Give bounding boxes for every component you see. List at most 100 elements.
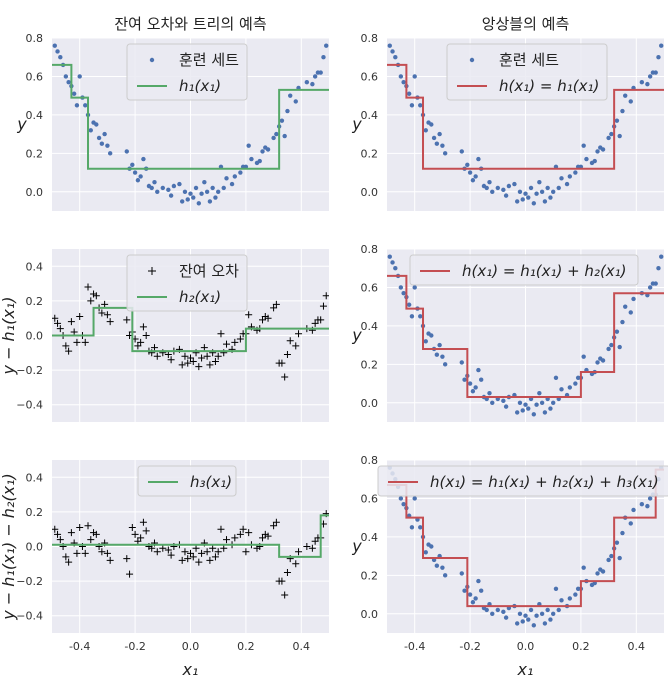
residual-point (76, 523, 84, 531)
y-tick-label: 0.8 (361, 454, 379, 467)
residual-point (181, 548, 189, 556)
data-point (514, 621, 520, 626)
data-point (542, 621, 548, 626)
data-point (639, 80, 645, 85)
y-axis-label: y − h₁(x₁) (0, 297, 18, 376)
residual-point (84, 522, 92, 530)
data-point (539, 611, 545, 616)
y-tick-label: 0.4 (26, 471, 44, 484)
y-tick-label: 0.2 (361, 569, 379, 582)
legend-plus-swatch (148, 267, 156, 275)
data-point (647, 74, 653, 79)
data-point (398, 74, 404, 79)
data-point (279, 118, 285, 123)
data-point (193, 185, 199, 191)
residual-point (178, 361, 186, 369)
x-tick-label: -0.2 (124, 640, 145, 653)
residual-point (272, 518, 280, 526)
residual-point (184, 359, 192, 367)
residual-point (70, 328, 78, 336)
data-point (102, 131, 107, 137)
residual-point (65, 558, 73, 566)
legend-label: 잔여 오차 (179, 262, 239, 280)
plot-marks (387, 43, 664, 206)
data-point (274, 131, 279, 137)
legend: 훈련 세트 h(x₁) = h₁(x₁) (446, 43, 608, 101)
data-point (517, 400, 523, 405)
chart-panel-2: 0.0 0.2 0.4 0.6 0.8 앙상블의 예측 y 훈련 세트 h(x₁) = h₁(x… (351, 15, 664, 211)
data-point (559, 176, 564, 181)
data-point (609, 342, 614, 348)
data-point (539, 189, 545, 194)
data-point (434, 563, 440, 568)
x-tick-label: -0.4 (404, 640, 425, 653)
residual-point (181, 352, 189, 360)
data-point (581, 565, 586, 570)
data-point (257, 158, 262, 164)
data-point (182, 189, 188, 194)
residual-point (239, 525, 247, 533)
residual-point (87, 536, 95, 544)
data-point (238, 170, 243, 175)
residual-point (192, 544, 200, 552)
y-tick-label: 0.4 (361, 531, 379, 544)
residual-point (139, 518, 147, 526)
data-point (606, 346, 611, 352)
residual-point (203, 548, 211, 556)
residual-point (128, 523, 136, 531)
data-point (517, 611, 523, 616)
legend-dot-swatch (149, 57, 155, 63)
data-point (628, 310, 633, 315)
data-point (398, 285, 404, 290)
data-point (246, 143, 251, 148)
x-tick-label: 0.0 (182, 640, 200, 653)
legend-label: 훈련 세트 (499, 51, 559, 69)
residual-point (214, 548, 222, 556)
residual-point (236, 335, 244, 343)
data-point (520, 197, 525, 202)
residual-point (123, 555, 131, 563)
data-point (606, 135, 611, 141)
y-tick-label: −0.2 (16, 575, 43, 588)
data-point (77, 74, 82, 79)
data-point (514, 410, 520, 415)
data-point (559, 598, 564, 603)
data-point (534, 402, 539, 407)
data-point (462, 588, 467, 593)
data-point (476, 156, 481, 162)
residual-point (264, 532, 272, 540)
data-point (487, 179, 492, 185)
legend: 훈련 세트 h₁(x₁) (126, 43, 248, 101)
chart-panel-3: −0.4 −0.2 0.0 0.2 0.4 y − h₁(x₁) 잔여 오차 h₂(x₁) (0, 249, 329, 422)
x-tick-label: 0.4 (293, 640, 311, 653)
plot-marks (52, 510, 329, 599)
residual-point (92, 530, 100, 538)
y-tick-label: 0.8 (361, 32, 379, 45)
residual-point (245, 311, 253, 319)
y-tick-label: −0.2 (16, 364, 43, 377)
data-point (600, 569, 606, 574)
residual-point (52, 525, 59, 533)
data-point (105, 143, 110, 148)
data-point (99, 141, 105, 146)
residual-point (142, 527, 150, 535)
data-point (423, 128, 428, 133)
residual-point (308, 544, 316, 552)
data-point (473, 596, 478, 601)
data-point (478, 588, 484, 593)
data-point (523, 191, 528, 196)
data-point (620, 530, 625, 536)
data-point (645, 81, 650, 87)
residual-point (56, 325, 64, 333)
data-point (520, 408, 525, 413)
residual-point (101, 300, 109, 308)
data-point (600, 358, 606, 363)
data-point (185, 197, 190, 202)
data-point (431, 135, 437, 141)
residual-point (126, 570, 134, 578)
data-point (429, 122, 434, 127)
data-point (473, 385, 478, 390)
residual-point (292, 342, 300, 350)
data-point (531, 623, 537, 628)
data-point (58, 55, 63, 60)
